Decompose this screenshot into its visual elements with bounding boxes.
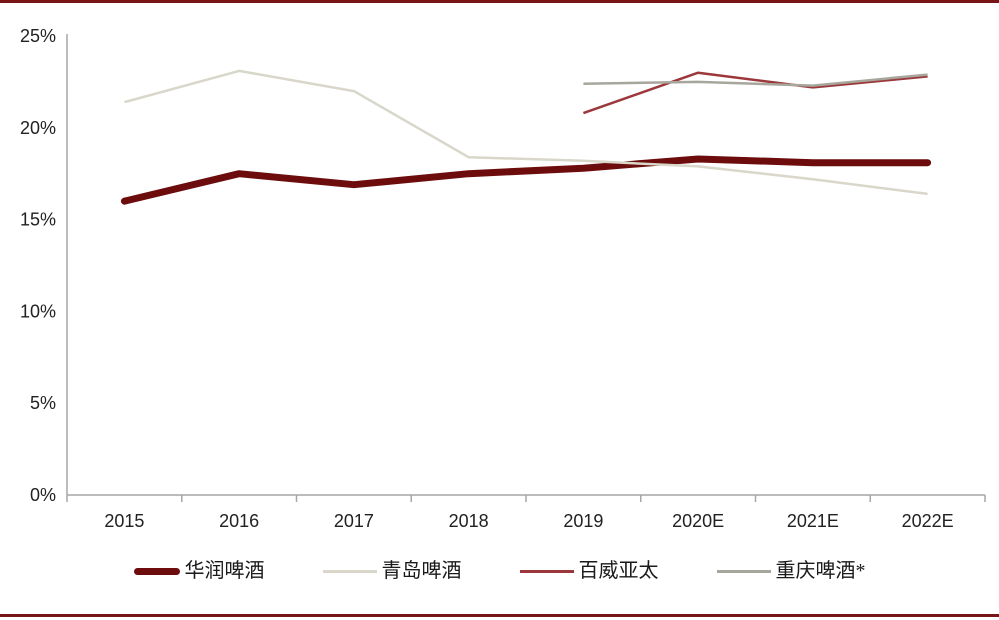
series-line-2 (582, 71, 928, 115)
legend-label: 重庆啤酒* (775, 560, 866, 582)
x-tick-label: 2020E (672, 511, 724, 531)
x-tick-label: 2017 (334, 511, 374, 531)
legend-item-0: 华润啤酒 (133, 560, 265, 582)
series-line-1 (124, 69, 928, 196)
legend-label: 百威亚太 (578, 560, 659, 582)
series-line-0 (120, 155, 932, 205)
x-tick-label: 2022E (902, 511, 954, 531)
y-tick-label: 5% (30, 393, 56, 413)
x-tick-label: 2018 (449, 511, 489, 531)
legend-label: 华润啤酒 (184, 560, 265, 582)
x-tick-label: 2015 (104, 511, 144, 531)
line-chart: 0% 5% 10% 15% 20% 25% 2015 2016 2017 2018 2019 2020… (20, 26, 986, 531)
top-border-rule (0, 0, 999, 3)
legend-label: 青岛啤酒 (381, 560, 462, 582)
legend-item-2: 百威亚太 (519, 560, 659, 582)
chart-canvas: 0% 5% 10% 15% 20% 25% 2015 2016 2017 2018 2019 2020… (20, 26, 986, 531)
chart-legend: 华润啤酒 青岛啤酒 百威亚太 重庆啤酒* (0, 554, 999, 588)
legend-line-swatch (519, 569, 574, 573)
y-tick-label: 15% (20, 210, 56, 230)
legend-line-swatch (322, 569, 377, 573)
legend-item-3: 重庆啤酒* (716, 560, 866, 582)
legend-line-swatch (716, 569, 771, 573)
y-tick-label: 10% (20, 301, 56, 321)
legend-line-swatch (133, 567, 180, 575)
y-tick-label: 25% (20, 26, 56, 46)
series-line-3 (583, 73, 928, 87)
x-tick-label: 2021E (787, 511, 839, 531)
x-tick-label: 2019 (563, 511, 603, 531)
bottom-border-rule (0, 614, 999, 617)
legend-item-1: 青岛啤酒 (322, 560, 462, 582)
x-tick-label: 2016 (219, 511, 259, 531)
y-tick-label: 20% (20, 118, 56, 138)
y-tick-label: 0% (30, 485, 56, 505)
